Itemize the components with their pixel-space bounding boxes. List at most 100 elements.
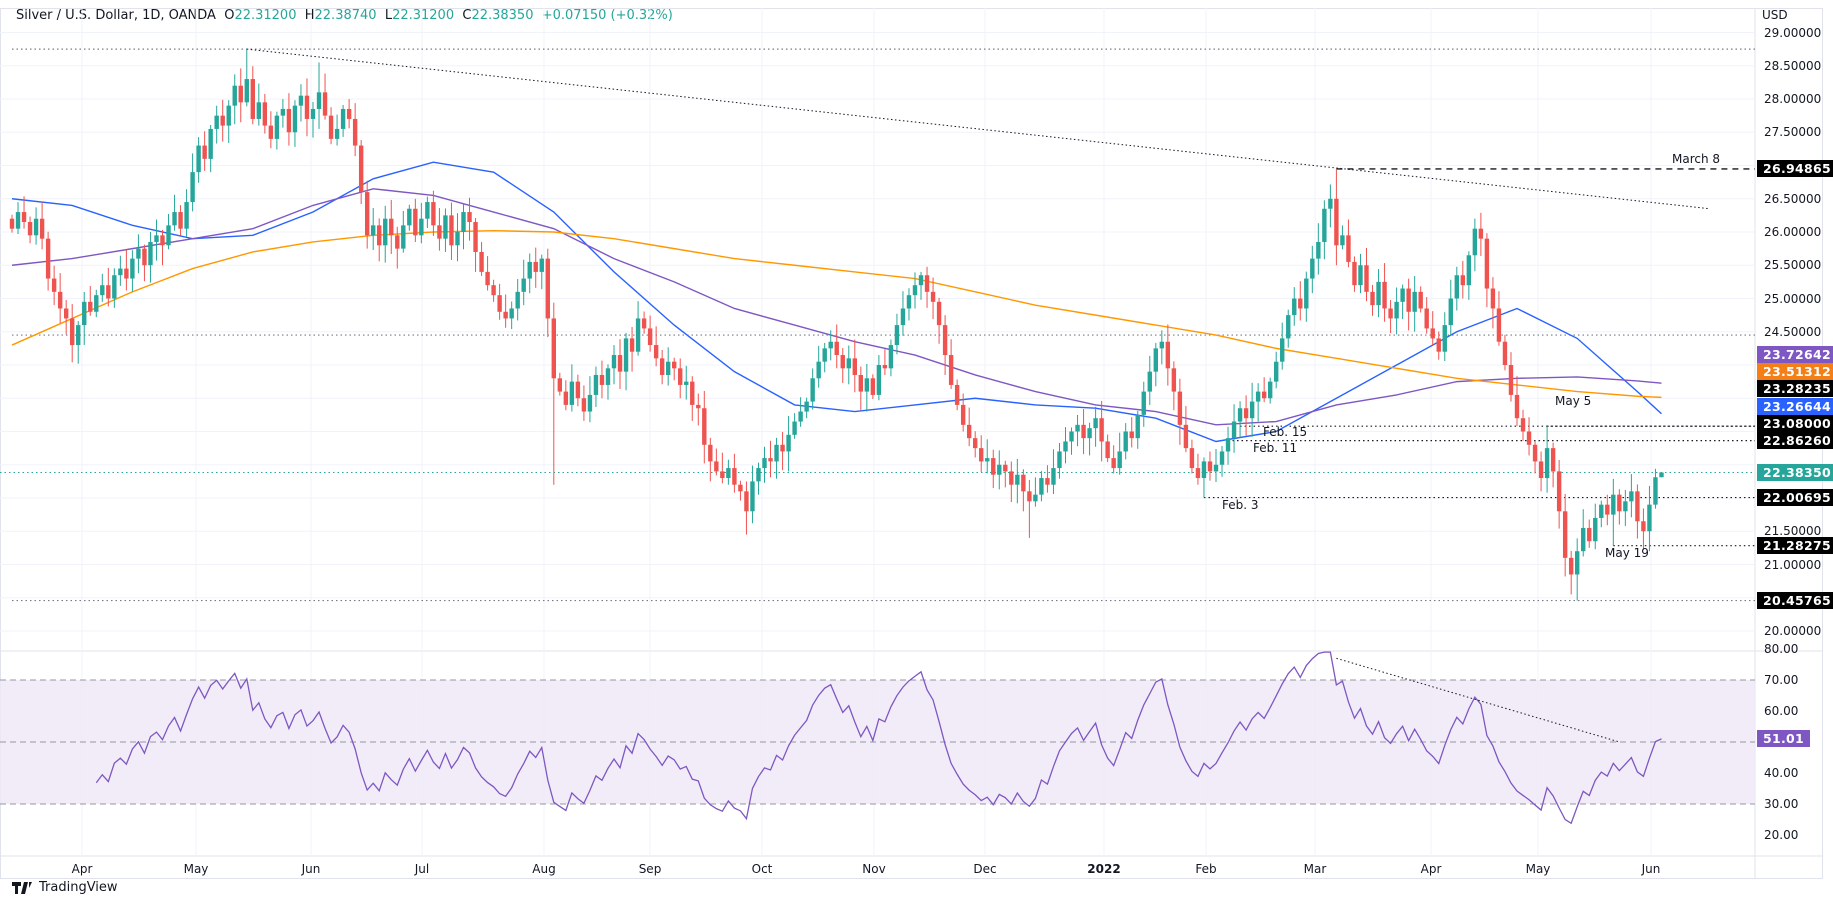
candle-body [870,378,876,395]
candle-body [593,374,599,395]
candle [70,304,75,363]
candle-body [599,374,605,385]
candle [1556,460,1562,529]
candle [1292,287,1297,326]
candle-body [1466,255,1472,286]
candle [1635,484,1640,539]
candle-body [172,212,177,226]
candle-body [298,95,304,106]
candle [1201,457,1207,498]
candle [250,66,255,125]
candle-body [1526,431,1532,445]
candle-body [786,434,791,452]
price-axis-label: 28.50000 [1764,58,1822,73]
candle [1412,276,1417,332]
candle [810,368,815,410]
candle-body [1340,235,1345,246]
symbol-legend: Silver / U.S. Dollar, 1D, OANDA O22.3120… [16,8,673,23]
candle [1430,311,1435,346]
currency-label: USD [1762,8,1788,22]
candle [738,480,743,501]
candle-body [708,444,713,462]
candle-body [196,145,201,173]
candle [539,254,544,290]
candle [1436,331,1441,360]
candle-body [1587,527,1592,542]
candle-body [1213,464,1219,472]
candle-body [1009,471,1014,485]
time-axis-label: Oct [751,862,773,876]
tradingview-logo[interactable]: TradingView [12,880,118,895]
candle-body [1015,474,1020,485]
candle-body [1370,291,1375,306]
candle [858,366,864,411]
candle-body [840,355,845,369]
candle [744,481,749,535]
candle [371,208,376,250]
candle [1508,352,1514,402]
candle [1033,477,1038,507]
price-axis-label: 26.00000 [1764,225,1822,239]
candle-body [346,108,352,119]
candle [1051,449,1056,495]
candle [1641,508,1646,550]
candle-body [1550,448,1556,472]
candle-body [88,301,93,312]
candle [1352,256,1357,292]
candle-body [358,145,364,193]
candle-body [256,102,262,119]
candle-body [557,378,563,392]
candle [1310,245,1315,294]
candle-body [653,345,659,359]
candle [27,216,33,244]
candle-body [762,458,767,469]
candle-body [1514,394,1520,419]
price-badge: 23.26644 [1757,397,1833,415]
candle [985,439,990,474]
level-annotation: Feb. 15 [1263,425,1308,439]
candle-body [1310,258,1315,279]
candle [1490,277,1496,329]
candle [1370,284,1375,316]
candle [780,431,785,471]
candle [172,194,177,231]
candle-body [1057,451,1062,469]
candle [467,197,472,241]
candle [846,345,851,385]
candle-body [912,285,918,296]
candle-body [991,458,996,475]
candle-body [617,355,623,372]
candle-body [1177,391,1183,425]
candle [1388,300,1393,334]
candle-body [1039,478,1044,495]
candle [1117,432,1122,475]
candle [882,349,888,375]
candle-body [581,398,587,412]
candle-body [1334,198,1339,246]
candle [45,231,51,291]
candle [1111,445,1116,474]
candle [1514,376,1520,427]
candle-body [1611,494,1616,515]
candle [202,131,207,171]
price-badge: 22.86260 [1757,432,1833,450]
price-badge: 23.08000 [1757,414,1833,432]
candle [852,339,857,393]
candle-body [1159,341,1165,349]
candle [684,365,689,400]
candle [1418,286,1423,313]
candle-body [1328,198,1333,209]
candle-body [1412,291,1417,312]
rsi-axis-label: 60.00 [1764,704,1799,718]
candle [1243,395,1249,436]
candle-body [76,325,81,346]
open-value: 22.31200 [234,8,297,23]
candle-body [1562,511,1568,558]
candle-body [1436,338,1441,352]
candle-body [750,481,755,512]
candle [1478,212,1484,256]
candle [244,49,249,107]
candle-body [1117,451,1122,469]
candle [786,416,791,472]
